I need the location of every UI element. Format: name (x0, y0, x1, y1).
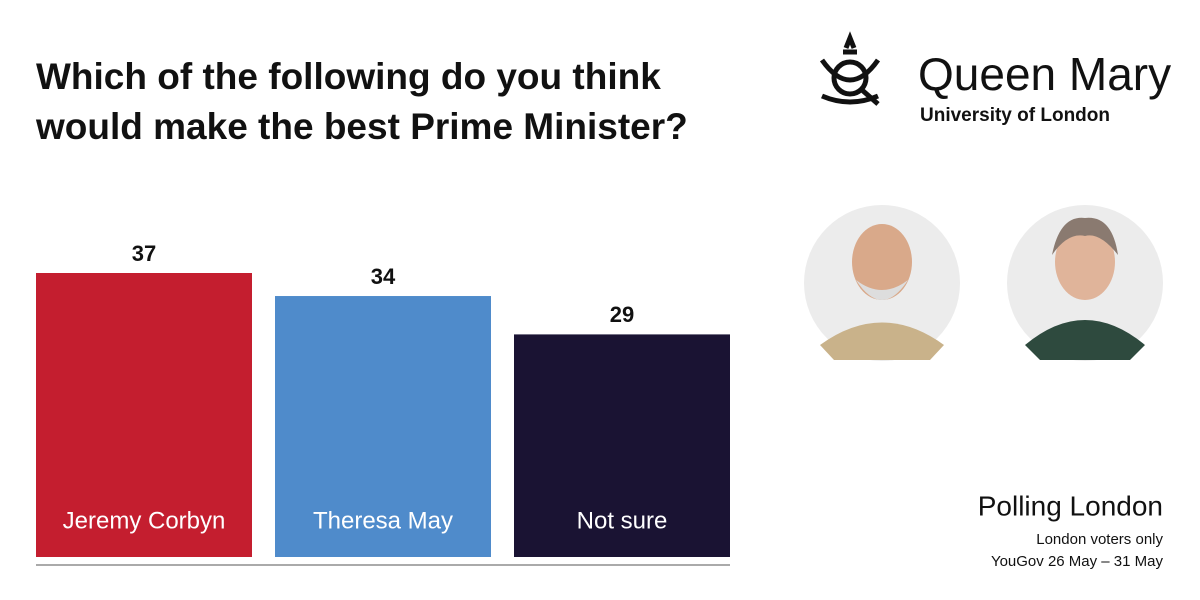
value-label: 34 (371, 264, 396, 289)
photo-corbyn (804, 205, 960, 361)
footer-source: YouGov 26 May – 31 May (991, 553, 1164, 570)
chart-title: Which of the following do you think woul… (36, 56, 688, 147)
value-label: 37 (132, 241, 156, 266)
photo-may (1007, 205, 1163, 361)
category-label: Not sure (577, 507, 668, 534)
logo-crown (819, 31, 881, 106)
category-label: Theresa May (313, 507, 453, 534)
value-label: 29 (610, 302, 634, 327)
footer-title: Polling London (978, 490, 1163, 521)
bar (36, 273, 252, 557)
logo-subtitle: University of London (920, 105, 1110, 126)
bar (275, 296, 491, 557)
category-label: Jeremy Corbyn (63, 507, 226, 534)
footer-note: London voters only (1036, 531, 1163, 548)
bar (514, 334, 730, 557)
logo-name: Queen Mary (918, 48, 1171, 100)
